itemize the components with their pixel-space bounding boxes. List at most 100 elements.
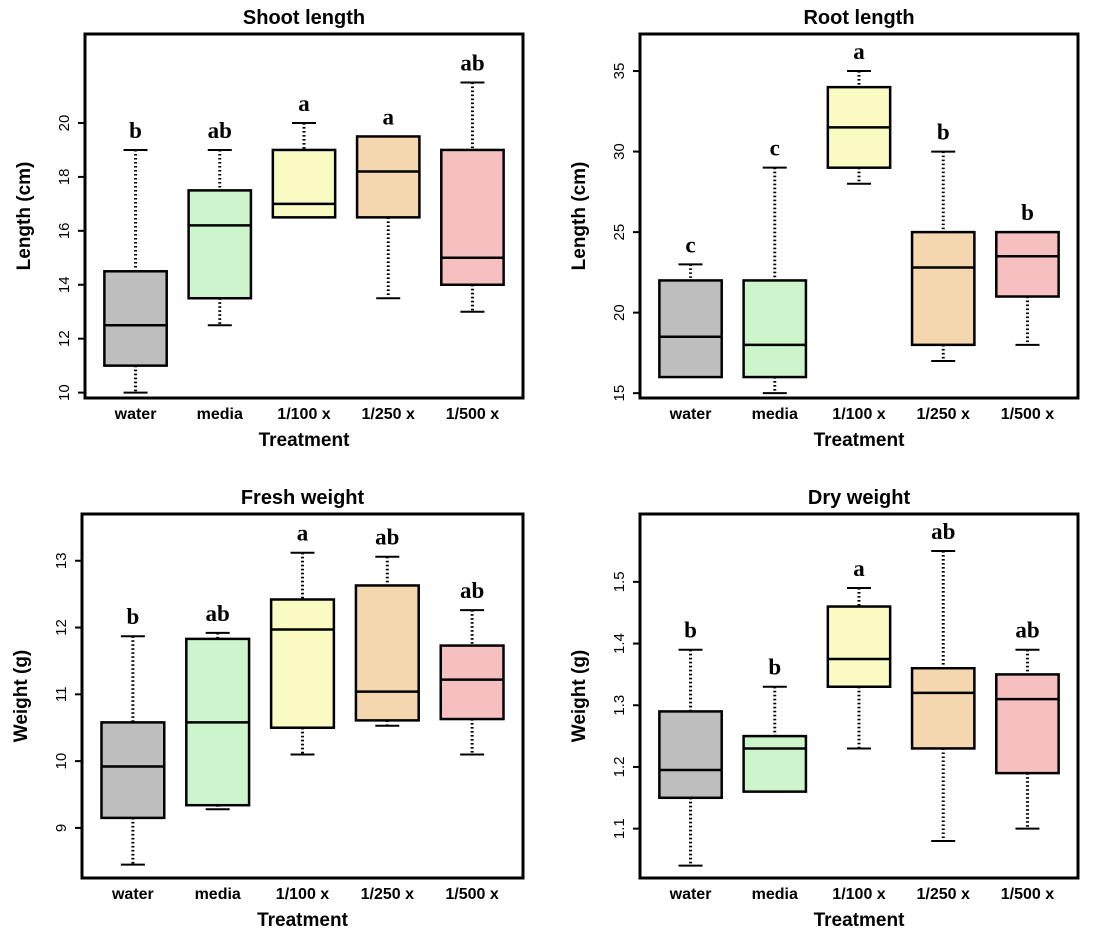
box-body [354, 584, 420, 722]
x-tick-label: 1/500 x [445, 886, 498, 903]
x-tick-label: media [197, 406, 243, 423]
box-1-500-x: b [995, 200, 1060, 346]
chart-title: Dry weight [808, 487, 911, 509]
box-media: c [742, 136, 808, 395]
box-1-500-x: ab [440, 51, 505, 313]
significance-letter: b [126, 604, 139, 629]
x-tick-label: 1/100 x [277, 406, 330, 423]
y-tick-label: 1.5 [611, 571, 628, 592]
significance-letter: ab [460, 578, 484, 603]
y-axis-title: Weight (g) [569, 650, 590, 743]
y-tick-label: 20 [611, 304, 628, 321]
box-media: b [742, 655, 808, 793]
significance-letter: b [937, 120, 950, 145]
y-tick-label: 1.2 [611, 757, 628, 778]
chart-panel-4: Dry weight b water b media a 1/100 x ab 1/250 x a… [569, 487, 1080, 931]
x-tick-label: media [752, 406, 798, 423]
box-water: b [100, 604, 166, 866]
y-tick-label: 1.4 [611, 633, 628, 654]
x-tick-label: 1/500 x [1001, 406, 1054, 423]
box-body [355, 135, 421, 219]
box-body [826, 605, 892, 688]
box-body [440, 148, 505, 287]
y-tick-label: 9 [53, 824, 70, 832]
y-tick-label: 1.3 [611, 695, 628, 716]
significance-letter: a [298, 91, 310, 116]
y-tick-label: 25 [611, 224, 628, 241]
significance-letter: b [684, 618, 697, 643]
box-body [742, 279, 808, 379]
box-body [100, 721, 166, 820]
box-body [658, 279, 723, 379]
y-tick-label: 20 [56, 115, 73, 132]
plot-frame [638, 512, 1080, 880]
y-tick-label: 13 [53, 552, 70, 569]
significance-letter: ab [208, 118, 232, 143]
y-tick-label: 15 [611, 385, 628, 402]
box-water: c [658, 232, 723, 379]
box-water: b [103, 118, 168, 394]
significance-letter: a [853, 556, 865, 581]
box-media: ab [187, 118, 253, 327]
significance-letter: a [853, 39, 865, 64]
significance-letter: ab [1015, 618, 1039, 643]
y-tick-label: 10 [53, 753, 70, 770]
significance-letter: c [685, 232, 695, 257]
x-tick-label: 1/100 x [832, 886, 885, 903]
y-tick-label: 12 [56, 330, 73, 347]
y-tick-label: 1.1 [611, 818, 628, 839]
x-tick-label: water [111, 886, 154, 903]
y-axis-title: Length (cm) [569, 162, 590, 271]
chart-title: Root length [803, 7, 914, 29]
y-tick-label: 35 [611, 63, 628, 80]
x-tick-label: 1/250 x [362, 406, 415, 423]
significance-letter: ab [206, 601, 230, 626]
y-tick-label: 14 [56, 276, 73, 293]
box-body [439, 644, 505, 721]
box-1-100-x: a [826, 39, 892, 185]
chart-title: Shoot length [243, 7, 365, 29]
significance-letter: a [297, 521, 309, 546]
box-body [995, 230, 1060, 298]
chart-title: Fresh weight [241, 487, 365, 509]
significance-letter: ab [931, 519, 955, 544]
x-axis-title: Treatment [259, 430, 350, 451]
x-tick-label: 1/250 x [917, 886, 970, 903]
plot-frame [638, 32, 1080, 400]
chart-panel-1: Shoot length b water ab media a 1/100 x a 1/250 … [14, 7, 525, 451]
x-axis-title: Treatment [257, 910, 348, 931]
y-tick-label: 30 [611, 143, 628, 160]
significance-letter: ab [460, 51, 484, 76]
y-tick-label: 12 [53, 619, 70, 636]
box-body [271, 148, 337, 219]
box-1-100-x: a [269, 521, 336, 756]
box-body [995, 673, 1060, 775]
x-tick-label: water [669, 406, 712, 423]
box-media: ab [185, 601, 251, 811]
box-body [910, 230, 976, 347]
box-body [910, 666, 976, 750]
box-body [187, 189, 253, 300]
x-tick-label: 1/250 x [361, 886, 414, 903]
x-tick-label: media [195, 886, 241, 903]
box-1-100-x: a [826, 556, 892, 750]
plot-frame [83, 32, 525, 400]
x-tick-label: 1/100 x [276, 886, 329, 903]
chart-panel-3: Fresh weight b water ab media a 1/100 x ab 1/250… [11, 487, 525, 931]
y-axis-title: Length (cm) [14, 162, 35, 271]
x-tick-label: water [114, 406, 157, 423]
box-1-250-x: ab [354, 525, 420, 727]
box-1-500-x: ab [995, 618, 1060, 830]
box-body [269, 598, 336, 729]
x-axis-title: Treatment [814, 910, 905, 931]
significance-letter: b [129, 118, 142, 143]
significance-letter: b [768, 655, 781, 680]
y-tick-label: 11 [53, 687, 70, 703]
significance-letter: b [1021, 200, 1034, 225]
y-axis-title: Weight (g) [11, 650, 32, 743]
y-tick-label: 16 [56, 222, 73, 239]
x-tick-label: 1/250 x [917, 406, 970, 423]
box-1-250-x: b [910, 120, 976, 362]
significance-letter: c [770, 136, 780, 161]
